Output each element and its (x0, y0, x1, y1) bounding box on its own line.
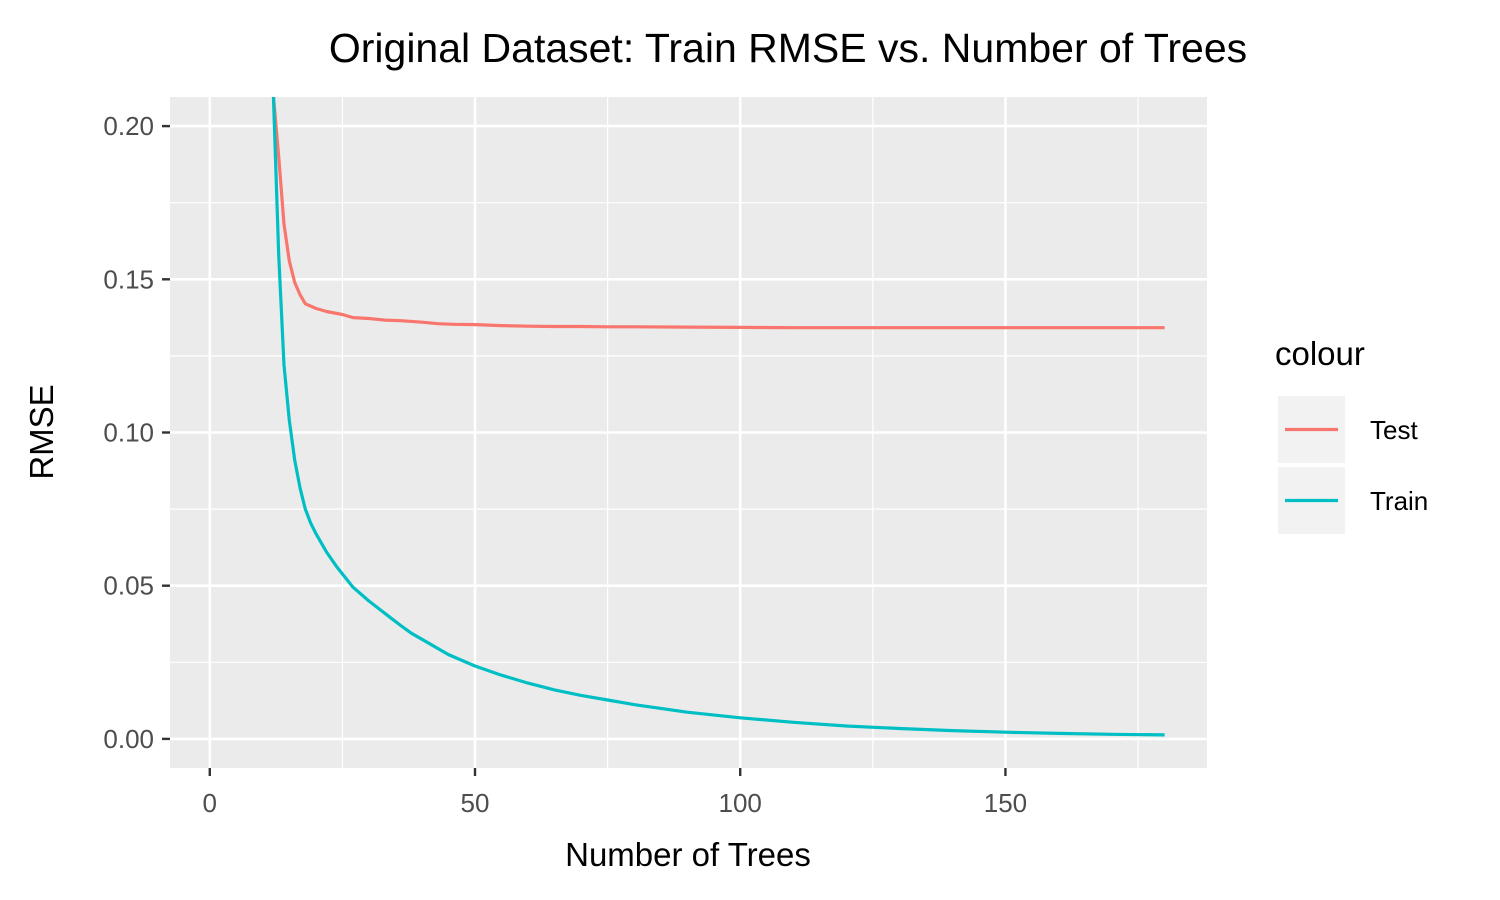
x-tick-label: 50 (461, 788, 490, 818)
x-tick-label: 100 (719, 788, 762, 818)
y-tick-label: 0.05 (103, 571, 154, 601)
y-tick-label: 0.10 (103, 418, 154, 448)
legend-label-test: Test (1370, 415, 1418, 445)
series-line-test (271, 97, 1165, 330)
y-tick-label: 0.15 (103, 264, 154, 294)
y-tick-label: 0.00 (103, 724, 154, 754)
legend-label-train: Train (1370, 486, 1428, 516)
x-tick-label: 150 (984, 788, 1027, 818)
chart-title: Original Dataset: Train RMSE vs. Number … (329, 25, 1247, 71)
y-axis-title: RMSE (23, 384, 60, 479)
legend: Test Train (1278, 396, 1428, 534)
plot-area: 0 50 100 150 0.00 0.05 0.10 0.15 0.20 (103, 97, 1207, 818)
y-tick-label: 0.20 (103, 111, 154, 141)
series-line-train (271, 97, 1165, 737)
x-tick-label: 0 (203, 788, 217, 818)
x-axis-title: Number of Trees (565, 836, 811, 873)
legend-title: colour (1275, 335, 1365, 372)
